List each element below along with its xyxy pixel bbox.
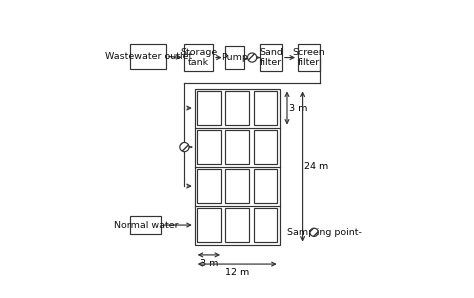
Bar: [197, 91, 221, 125]
Bar: [195, 89, 280, 245]
Text: Storage
tank: Storage tank: [180, 48, 218, 67]
Bar: [254, 91, 277, 125]
Bar: [254, 169, 277, 203]
Text: Wastewater outlet: Wastewater outlet: [105, 52, 192, 61]
Bar: [197, 169, 221, 203]
Bar: [225, 91, 249, 125]
Bar: [254, 130, 277, 164]
Text: 3 m: 3 m: [289, 103, 307, 113]
Text: Pump: Pump: [221, 53, 248, 62]
Circle shape: [247, 53, 257, 62]
Circle shape: [180, 142, 189, 152]
Bar: [130, 216, 162, 234]
Bar: [260, 44, 282, 71]
Text: Normal water: Normal water: [114, 221, 178, 229]
Bar: [130, 44, 166, 69]
Text: 12 m: 12 m: [225, 268, 249, 277]
Bar: [225, 130, 249, 164]
Bar: [254, 208, 277, 242]
Text: 3 m: 3 m: [200, 259, 218, 268]
Bar: [184, 44, 213, 71]
Bar: [225, 169, 249, 203]
Text: 24 m: 24 m: [304, 162, 328, 171]
Bar: [225, 46, 244, 69]
Bar: [298, 44, 320, 71]
Text: Sampling point-: Sampling point-: [287, 228, 362, 237]
Bar: [197, 130, 221, 164]
Text: Sand
filter: Sand filter: [259, 48, 283, 67]
Text: Screen
filter: Screen filter: [292, 48, 325, 67]
Bar: [197, 208, 221, 242]
Bar: [225, 208, 249, 242]
Circle shape: [310, 228, 318, 236]
